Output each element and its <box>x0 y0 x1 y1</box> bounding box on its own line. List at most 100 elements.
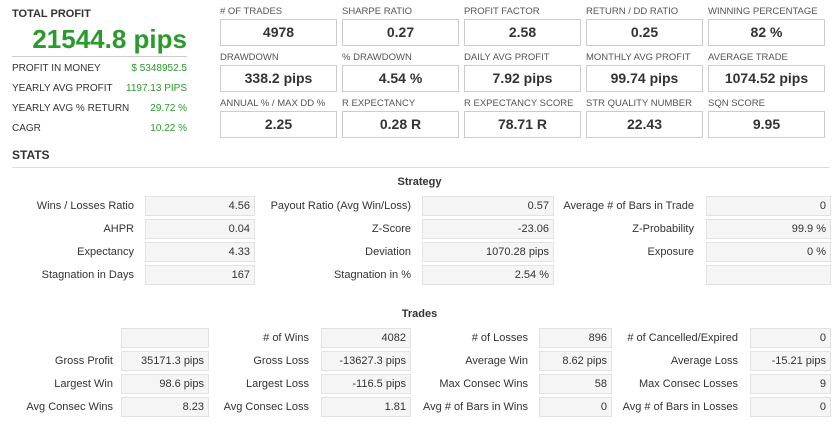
metric-label: RETURN / DD RATIO <box>586 6 679 17</box>
stat-label: Max Consec Losses <box>638 378 738 390</box>
metric-value: 0.28 R <box>342 111 459 138</box>
metric-value: 0.27 <box>342 19 459 46</box>
stat-value: -116.5 pips <box>321 374 411 394</box>
stat-label: Largest Loss <box>246 378 309 390</box>
metric-value: 2.58 <box>464 19 581 46</box>
metric-label: R EXPECTANCY <box>342 98 416 109</box>
stat-label: Exposure <box>647 246 694 258</box>
stat-value: 99.9 % <box>706 219 831 239</box>
metric-label: WINNING PERCENTAGE <box>708 6 818 17</box>
summary-label: PROFIT IN MONEY <box>12 63 101 74</box>
stat-label: Z-Score <box>371 223 411 235</box>
metric-value: 1074.52 pips <box>708 65 825 92</box>
stat-value: 0 <box>750 397 831 417</box>
stat-label: Stagnation in % <box>333 269 411 281</box>
total-profit-label: TOTAL PROFIT <box>12 8 91 20</box>
stat-label: Avg Consec Wins <box>26 401 113 413</box>
stat-value: -23.06 <box>422 219 554 239</box>
stat-value: 2.54 % <box>422 265 554 285</box>
summary-row: YEARLY AVG % RETURN 29.72 % <box>12 103 187 114</box>
metric-label: % DRAWDOWN <box>342 52 412 63</box>
metric-label: AVERAGE TRADE <box>708 52 788 63</box>
metric-value: 4978 <box>220 19 337 46</box>
metric-label: DRAWDOWN <box>220 52 279 63</box>
metric-label: STR QUALITY NUMBER <box>586 98 692 109</box>
metric-label: SHARPE RATIO <box>342 6 413 17</box>
metric-value: 9.95 <box>708 111 825 138</box>
stat-label: Avg # of Bars in Wins <box>423 401 528 413</box>
stat-value: 167 <box>145 265 255 285</box>
stat-value: 0 <box>706 196 831 216</box>
metric-value: 4.54 % <box>342 65 459 92</box>
metric-value: 7.92 pips <box>464 65 581 92</box>
stat-value: -13627.3 pips <box>321 351 411 371</box>
stat-value: 0 <box>539 397 612 417</box>
stat-value <box>121 328 209 348</box>
stat-value: 4.56 <box>145 196 255 216</box>
metric-label: DAILY AVG PROFIT <box>464 52 550 63</box>
stat-label: Expectancy <box>77 246 134 258</box>
stat-label: Avg Consec Loss <box>223 401 309 413</box>
stat-value: 1070.28 pips <box>422 242 554 262</box>
stat-label: Wins / Losses Ratio <box>36 200 134 212</box>
total-profit-value: 21544.8 pips <box>32 24 187 54</box>
stat-value: -15.21 pips <box>750 351 831 371</box>
stat-value: 896 <box>539 328 612 348</box>
stat-value: 0 <box>750 328 831 348</box>
stat-label: Gross Loss <box>253 355 309 367</box>
stat-value: 4082 <box>321 328 411 348</box>
stat-label: Deviation <box>365 246 411 258</box>
stat-label: AHPR <box>103 223 134 235</box>
metric-label: R EXPECTANCY SCORE <box>464 98 574 109</box>
summary-value: 10.22 % <box>150 123 187 134</box>
stat-label: Stagnation in Days <box>41 269 134 281</box>
stats-title: STATS <box>12 148 50 162</box>
stat-label: Gross Profit <box>54 355 113 367</box>
strategy-title: Strategy <box>397 176 442 188</box>
summary-label: CAGR <box>12 123 41 134</box>
stat-label: # of Losses <box>471 332 528 344</box>
summary-label: YEARLY AVG PROFIT <box>12 83 113 94</box>
metric-value: 78.71 R <box>464 111 581 138</box>
stat-value: 98.6 pips <box>121 374 209 394</box>
stat-value: 1.81 <box>321 397 411 417</box>
stat-value: 0.57 <box>422 196 554 216</box>
summary-value: $ 5348952.5 <box>131 63 187 74</box>
stat-label: Avg # of Bars in Losses <box>622 401 738 413</box>
stat-label: Payout Ratio (Avg Win/Loss) <box>270 200 411 212</box>
divider <box>12 56 187 57</box>
stat-label: # of Cancelled/Expired <box>627 332 738 344</box>
metric-value: 82 % <box>708 19 825 46</box>
stat-value <box>706 265 831 285</box>
metric-value: 338.2 pips <box>220 65 337 92</box>
stat-value: 0.04 <box>145 219 255 239</box>
summary-value: 1197.13 PIPS <box>126 83 187 94</box>
divider <box>12 167 830 168</box>
stat-value: 8.23 <box>121 397 209 417</box>
stat-label: # of Wins <box>263 332 309 344</box>
metric-value: 0.25 <box>586 19 703 46</box>
summary-value: 29.72 % <box>150 103 187 114</box>
stat-value: 4.33 <box>145 242 255 262</box>
stat-value: 0 % <box>706 242 831 262</box>
stat-label: Max Consec Wins <box>439 378 528 390</box>
stat-value: 9 <box>750 374 831 394</box>
metric-label: SQN SCORE <box>708 98 766 109</box>
summary-row: CAGR 10.22 % <box>12 123 187 134</box>
stat-label: Z-Probability <box>632 223 694 235</box>
metric-label: MONTHLY AVG PROFIT <box>586 52 691 63</box>
metric-value: 2.25 <box>220 111 337 138</box>
metric-value: 99.74 pips <box>586 65 703 92</box>
stat-label: Average Loss <box>670 355 738 367</box>
summary-row: YEARLY AVG PROFIT 1197.13 PIPS <box>12 83 187 94</box>
stat-label: Largest Win <box>54 378 113 390</box>
stat-value: 58 <box>539 374 612 394</box>
stat-label: Average Win <box>465 355 528 367</box>
metric-label: # OF TRADES <box>220 6 283 17</box>
metric-label: PROFIT FACTOR <box>464 6 540 17</box>
metric-label: ANNUAL % / MAX DD % <box>220 98 326 109</box>
summary-label: YEARLY AVG % RETURN <box>12 103 130 114</box>
metric-value: 22.43 <box>586 111 703 138</box>
stat-label: Average # of Bars in Trade <box>563 200 694 212</box>
summary-row: PROFIT IN MONEY $ 5348952.5 <box>12 63 187 74</box>
